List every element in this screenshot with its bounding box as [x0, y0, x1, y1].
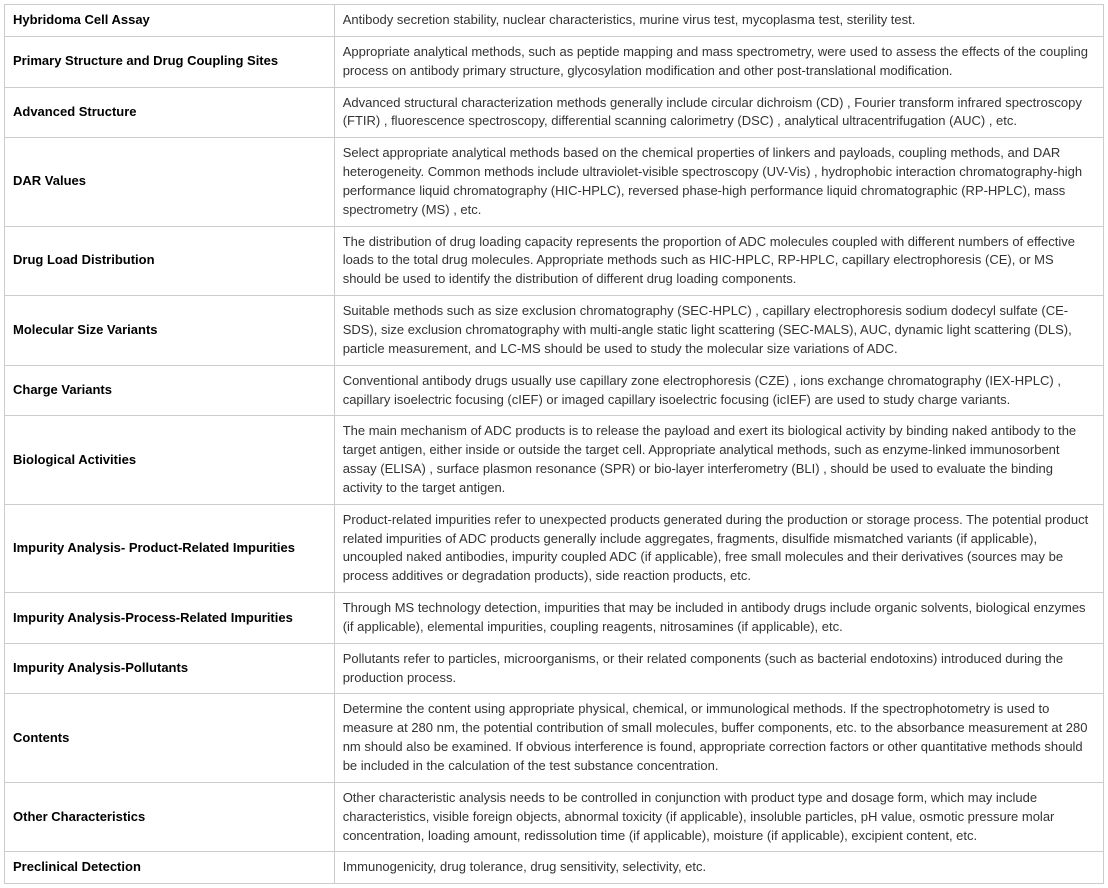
- table-row: Biological Activities The main mechanism…: [5, 416, 1104, 504]
- row-desc: Conventional antibody drugs usually use …: [334, 365, 1103, 416]
- row-desc: Antibody secretion stability, nuclear ch…: [334, 5, 1103, 37]
- row-label: Charge Variants: [5, 365, 335, 416]
- table-row: Drug Load Distribution The distribution …: [5, 226, 1104, 296]
- row-desc: Pollutants refer to particles, microorga…: [334, 643, 1103, 694]
- row-desc: Advanced structural characterization met…: [334, 87, 1103, 138]
- row-desc: Through MS technology detection, impurit…: [334, 593, 1103, 644]
- table-row: Impurity Analysis-Process-Related Impuri…: [5, 593, 1104, 644]
- table-row: DAR Values Select appropriate analytical…: [5, 138, 1104, 226]
- table-row: Impurity Analysis- Product-Related Impur…: [5, 504, 1104, 592]
- table-row: Impurity Analysis-Pollutants Pollutants …: [5, 643, 1104, 694]
- row-label: Hybridoma Cell Assay: [5, 5, 335, 37]
- row-desc: Other characteristic analysis needs to b…: [334, 782, 1103, 852]
- row-label: Impurity Analysis- Product-Related Impur…: [5, 504, 335, 592]
- table-body: Hybridoma Cell Assay Antibody secretion …: [5, 5, 1104, 884]
- table-row: Preclinical Detection Immunogenicity, dr…: [5, 852, 1104, 884]
- table-row: Molecular Size Variants Suitable methods…: [5, 296, 1104, 366]
- row-desc: Select appropriate analytical methods ba…: [334, 138, 1103, 226]
- row-label: Impurity Analysis-Process-Related Impuri…: [5, 593, 335, 644]
- table-row: Contents Determine the content using app…: [5, 694, 1104, 782]
- row-desc: The main mechanism of ADC products is to…: [334, 416, 1103, 504]
- characterization-table: Hybridoma Cell Assay Antibody secretion …: [4, 4, 1104, 884]
- row-label: DAR Values: [5, 138, 335, 226]
- table-row: Charge Variants Conventional antibody dr…: [5, 365, 1104, 416]
- row-label: Contents: [5, 694, 335, 782]
- row-desc: The distribution of drug loading capacit…: [334, 226, 1103, 296]
- row-desc: Determine the content using appropriate …: [334, 694, 1103, 782]
- table-row: Primary Structure and Drug Coupling Site…: [5, 36, 1104, 87]
- row-label: Primary Structure and Drug Coupling Site…: [5, 36, 335, 87]
- table-row: Advanced Structure Advanced structural c…: [5, 87, 1104, 138]
- row-label: Molecular Size Variants: [5, 296, 335, 366]
- row-desc: Suitable methods such as size exclusion …: [334, 296, 1103, 366]
- row-label: Advanced Structure: [5, 87, 335, 138]
- row-desc: Product-related impurities refer to unex…: [334, 504, 1103, 592]
- table-row: Hybridoma Cell Assay Antibody secretion …: [5, 5, 1104, 37]
- table-row: Other Characteristics Other characterist…: [5, 782, 1104, 852]
- row-desc: Immunogenicity, drug tolerance, drug sen…: [334, 852, 1103, 884]
- row-desc: Appropriate analytical methods, such as …: [334, 36, 1103, 87]
- row-label: Other Characteristics: [5, 782, 335, 852]
- row-label: Impurity Analysis-Pollutants: [5, 643, 335, 694]
- row-label: Biological Activities: [5, 416, 335, 504]
- row-label: Drug Load Distribution: [5, 226, 335, 296]
- row-label: Preclinical Detection: [5, 852, 335, 884]
